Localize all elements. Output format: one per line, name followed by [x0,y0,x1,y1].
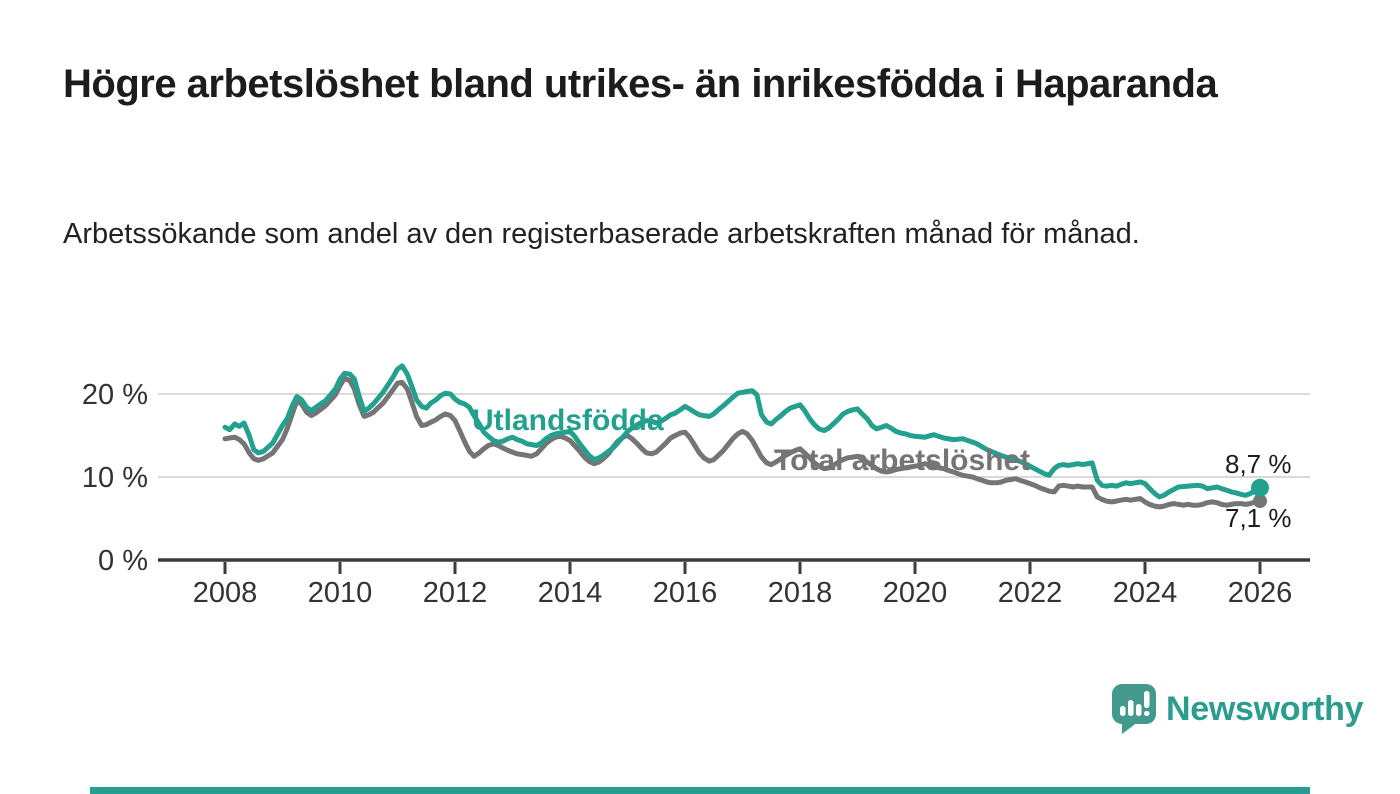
page-title: Högre arbetslöshet bland utrikes- än inr… [63,62,1218,106]
svg-text:2022: 2022 [998,577,1063,609]
series-label-total-arbetsloshet: Total arbetslöshet [774,444,1031,477]
svg-text:20 %: 20 % [82,379,148,411]
svg-text:2018: 2018 [768,577,833,609]
series-label-utlandsfodda: Utlandsfödda [472,404,664,437]
end-value-label-total: 7,1 % [1225,503,1292,533]
svg-text:2012: 2012 [423,577,488,609]
chart-subtitle: Arbetssökande som andel av den registerb… [63,218,1140,250]
svg-text:2026: 2026 [1228,577,1293,609]
svg-text:0 %: 0 % [98,545,148,577]
newsworthy-logo-text: Newsworthy [1166,689,1364,728]
bottom-accent-bar [90,787,1310,794]
newsworthy-logo: Newsworthy [1112,684,1364,734]
svg-text:2008: 2008 [193,577,258,609]
svg-text:2014: 2014 [538,577,603,609]
newsworthy-logo-icon [1112,684,1156,734]
svg-text:2020: 2020 [883,577,948,609]
svg-text:2016: 2016 [653,577,718,609]
svg-text:10 %: 10 % [82,462,148,494]
svg-text:2024: 2024 [1113,577,1178,609]
svg-text:2010: 2010 [308,577,373,609]
end-value-label-utlandsfodda: 8,7 % [1225,449,1292,479]
